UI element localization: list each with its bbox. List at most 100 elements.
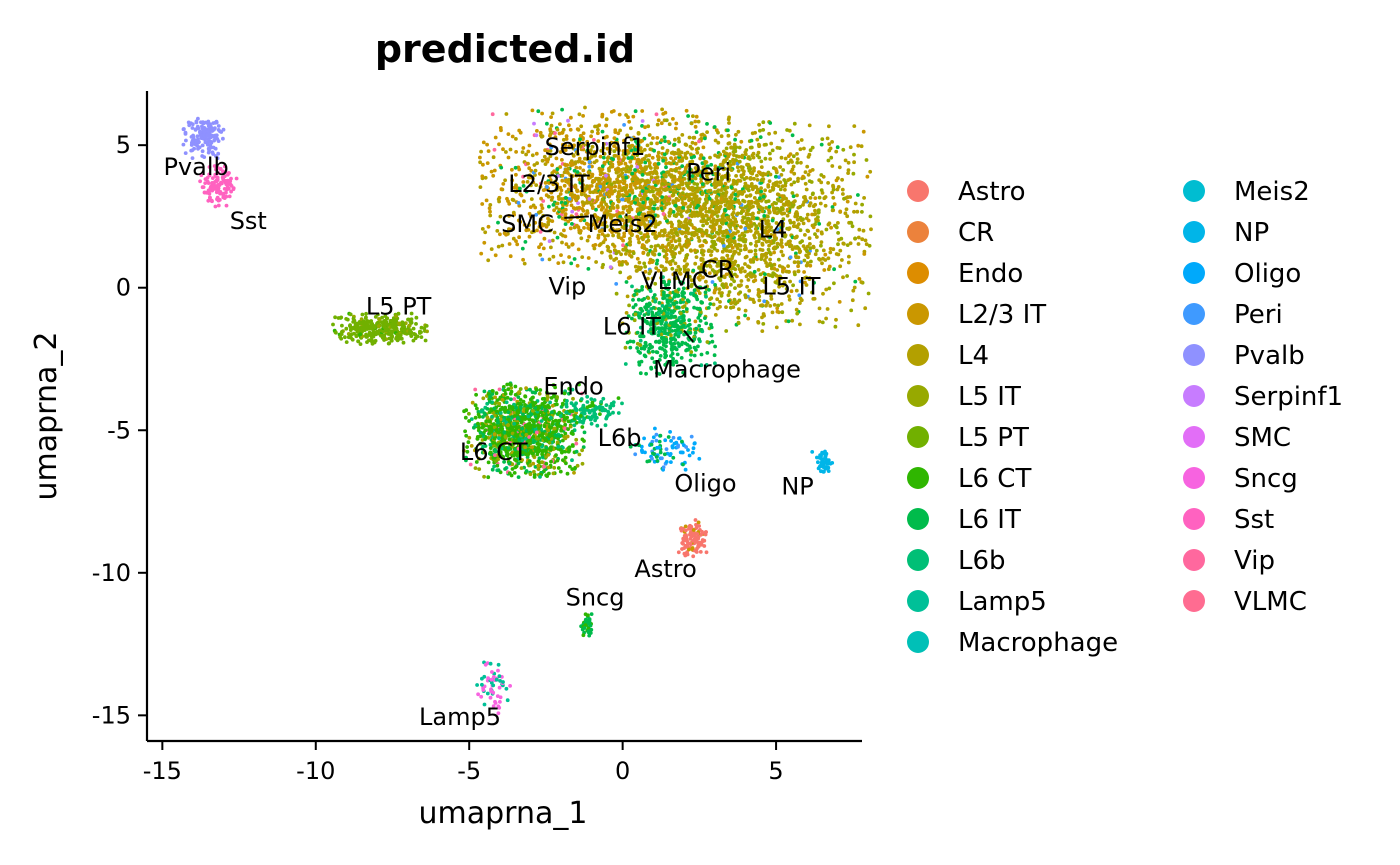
- scatter-point: [397, 336, 402, 341]
- scatter-point: [559, 253, 563, 257]
- scatter-point: [831, 247, 836, 252]
- scatter-point: [808, 196, 813, 200]
- scatter-point: [195, 124, 200, 129]
- scatter-point: [484, 198, 489, 203]
- scatter-point: [856, 242, 861, 246]
- scatter-point: [688, 187, 693, 191]
- scatter-point: [814, 217, 818, 222]
- scatter-point: [808, 148, 813, 153]
- scatter-point: [790, 191, 795, 195]
- scatter-point: [681, 323, 686, 328]
- scatter-point: [694, 348, 698, 352]
- scatter-point: [663, 230, 667, 235]
- scatter-point: [770, 310, 775, 315]
- scatter-point: [771, 182, 776, 186]
- scatter-point: [700, 243, 705, 248]
- scatter-point: [697, 139, 701, 144]
- scatter-point: [724, 329, 729, 333]
- scatter-point: [786, 319, 791, 324]
- scatter-point: [853, 201, 858, 206]
- scatter-point: [744, 274, 749, 279]
- scatter-point: [739, 225, 743, 229]
- scatter-point: [739, 279, 744, 283]
- scatter-point: [671, 150, 675, 155]
- scatter-point: [200, 185, 205, 190]
- scatter-point: [842, 242, 846, 246]
- scatter-point: [767, 243, 771, 248]
- scatter-point: [483, 175, 488, 180]
- scatter-point: [575, 127, 580, 131]
- scatter-point: [857, 277, 862, 281]
- scatter-point: [380, 315, 384, 320]
- scatter-point: [593, 124, 597, 129]
- scatter-point: [845, 274, 849, 278]
- scatter-point: [801, 203, 805, 207]
- scatter-point: [713, 153, 717, 158]
- scatter-point: [576, 247, 581, 252]
- scatter-point: [663, 216, 668, 221]
- scatter-point: [585, 238, 590, 243]
- scatter-point: [792, 180, 797, 185]
- scatter-point: [724, 190, 729, 195]
- scatter-point: [652, 169, 657, 174]
- scatter-point: [767, 208, 771, 213]
- scatter-point: [755, 178, 760, 182]
- scatter-point: [668, 340, 673, 344]
- scatter-point: [570, 209, 575, 214]
- scatter-point: [682, 243, 687, 248]
- scatter-point: [627, 119, 632, 124]
- scatter-point: [561, 260, 566, 265]
- scatter-point: [847, 254, 851, 259]
- scatter-point: [746, 162, 751, 167]
- scatter-point: [792, 171, 797, 176]
- scatter-point: [558, 469, 563, 474]
- scatter-point: [612, 258, 616, 262]
- scatter-point: [672, 255, 676, 259]
- scatter-point: [684, 234, 688, 239]
- scatter-point: [749, 205, 754, 210]
- scatter-point: [622, 123, 626, 127]
- scatter-point: [643, 341, 648, 345]
- scatter-point: [682, 258, 687, 263]
- scatter-point: [653, 299, 658, 303]
- scatter-point: [339, 336, 344, 341]
- scatter-point: [704, 294, 708, 299]
- scatter-point: [407, 323, 412, 328]
- scatter-point: [538, 253, 543, 257]
- scatter-point: [689, 152, 693, 157]
- scatter-point: [661, 339, 666, 344]
- scatter-point: [661, 248, 666, 253]
- scatter-point: [730, 212, 735, 217]
- scatter-point: [679, 320, 683, 325]
- scatter-point: [733, 188, 738, 193]
- scatter-point: [693, 319, 698, 324]
- scatter-point: [823, 195, 828, 199]
- scatter-point: [470, 400, 475, 405]
- scatter-point: [863, 306, 868, 311]
- scatter-point: [203, 139, 208, 144]
- scatter-point: [555, 235, 560, 240]
- scatter-point: [722, 197, 727, 201]
- scatter-point: [619, 161, 623, 166]
- scatter-point: [687, 135, 692, 140]
- scatter-point: [716, 140, 721, 145]
- scatter-point: [759, 186, 763, 191]
- scatter-point: [623, 187, 628, 191]
- scatter-point: [675, 325, 680, 329]
- scatter-point: [754, 224, 759, 229]
- scatter-point: [671, 234, 676, 239]
- scatter-point: [730, 245, 735, 250]
- scatter-point: [731, 305, 736, 309]
- scatter-point: [480, 227, 485, 231]
- scatter-point: [683, 219, 687, 224]
- scatter-point: [673, 239, 678, 244]
- scatter-point: [565, 471, 570, 476]
- scatter-point: [665, 237, 670, 242]
- scatter-point: [698, 319, 703, 323]
- scatter-point: [720, 231, 725, 235]
- scatter-point: [597, 204, 601, 209]
- scatter-point: [825, 136, 830, 141]
- scatter-point: [693, 330, 698, 335]
- scatter-point: [648, 189, 652, 194]
